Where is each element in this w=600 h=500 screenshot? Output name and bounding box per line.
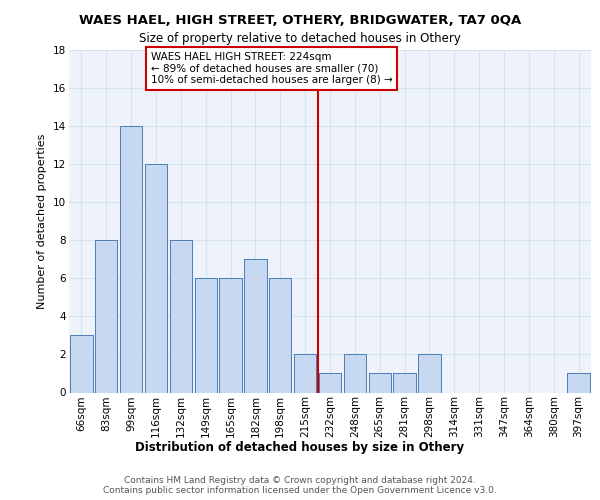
Text: WAES HAEL HIGH STREET: 224sqm
← 89% of detached houses are smaller (70)
10% of s: WAES HAEL HIGH STREET: 224sqm ← 89% of d… [151,52,393,85]
Bar [418,354,440,393]
Text: Size of property relative to detached houses in Othery: Size of property relative to detached ho… [139,32,461,45]
Bar [170,240,192,392]
Text: Contains HM Land Registry data © Crown copyright and database right 2024.
Contai: Contains HM Land Registry data © Crown c… [103,476,497,496]
Bar [95,240,118,392]
Bar [294,354,316,393]
Bar [368,374,391,392]
Bar [244,260,266,392]
Bar [120,126,142,392]
Bar [70,336,92,392]
Bar [220,278,242,392]
Text: WAES HAEL, HIGH STREET, OTHERY, BRIDGWATER, TA7 0QA: WAES HAEL, HIGH STREET, OTHERY, BRIDGWAT… [79,14,521,27]
Bar [145,164,167,392]
Bar [344,354,366,393]
Bar [194,278,217,392]
Bar [568,374,590,392]
Text: Distribution of detached houses by size in Othery: Distribution of detached houses by size … [136,441,464,454]
Bar [269,278,292,392]
Y-axis label: Number of detached properties: Number of detached properties [37,134,47,309]
Bar [319,374,341,392]
Bar [394,374,416,392]
